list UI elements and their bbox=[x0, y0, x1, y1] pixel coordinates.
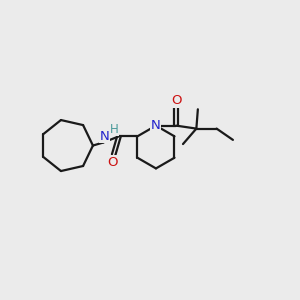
Text: O: O bbox=[171, 94, 181, 107]
Text: H: H bbox=[110, 123, 119, 136]
Text: O: O bbox=[107, 156, 117, 169]
Text: N: N bbox=[151, 119, 161, 132]
Text: N: N bbox=[99, 130, 109, 142]
